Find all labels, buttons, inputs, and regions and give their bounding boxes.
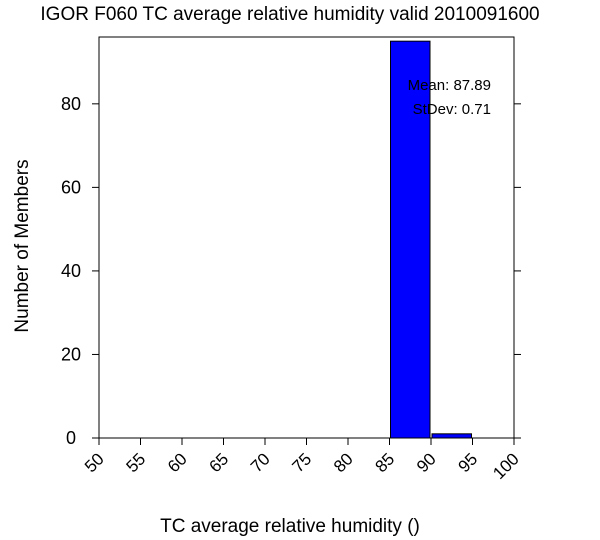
x-tick-label: 70	[247, 449, 274, 476]
plot-frame	[98, 36, 515, 439]
x-tick-label: 85	[372, 449, 399, 476]
y-tick-label: 80	[61, 94, 81, 114]
y-tick-label: 0	[66, 428, 76, 448]
stats-mean: Mean: 87.89	[408, 77, 491, 94]
x-tick-label: 90	[413, 449, 440, 476]
x-tick-label: 65	[206, 449, 233, 476]
y-tick-label: 60	[61, 177, 81, 197]
x-tick-label: 60	[164, 449, 191, 476]
x-axis-label: TC average relative humidity ()	[160, 516, 420, 537]
histogram-bar	[390, 40, 431, 439]
y-tick-label: 20	[61, 344, 81, 364]
x-tick-label: 100	[489, 449, 522, 482]
histogram-bar	[431, 433, 472, 439]
y-axis: 0 20 40 60 80	[61, 94, 521, 448]
x-tick-label: 75	[289, 449, 316, 476]
x-tick-label: 80	[330, 449, 357, 476]
chart-title: IGOR F060 TC average relative humidity v…	[40, 4, 539, 25]
x-tick-label: 95	[455, 449, 482, 476]
x-tick-label: 50	[81, 449, 108, 476]
x-axis: 50 55 60 65 70 75 80 85 90 95 100	[81, 438, 523, 483]
x-tick-label: 55	[123, 449, 150, 476]
y-tick-label: 40	[61, 261, 81, 281]
y-axis-label: Number of Members	[12, 159, 33, 332]
stats-stdev: StDev: 0.71	[413, 101, 491, 118]
bars-group	[390, 40, 472, 439]
